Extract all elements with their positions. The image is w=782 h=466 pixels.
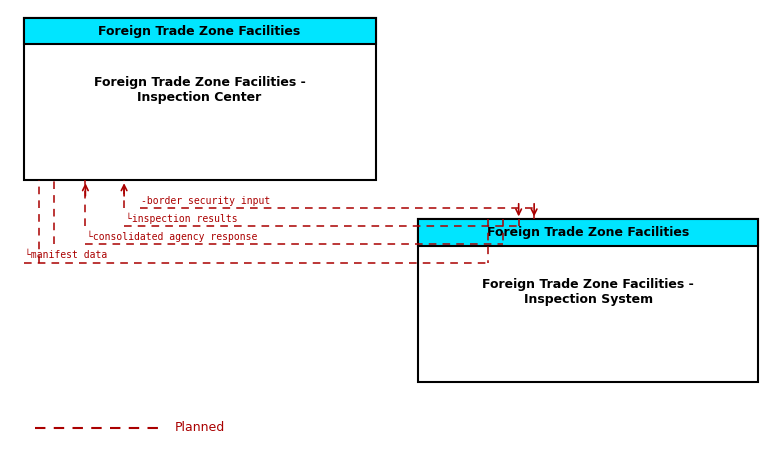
Bar	[418, 219, 759, 382]
Text: Foreign Trade Zone Facilities -
Inspection Center: Foreign Trade Zone Facilities - Inspecti…	[94, 76, 306, 104]
Bar	[418, 219, 759, 246]
Text: Foreign Trade Zone Facilities: Foreign Trade Zone Facilities	[99, 25, 300, 38]
Text: └manifest data: └manifest data	[25, 250, 107, 260]
Bar	[23, 18, 375, 44]
Text: -border security input: -border security input	[141, 196, 271, 206]
Text: └inspection results: └inspection results	[126, 212, 237, 224]
Text: Foreign Trade Zone Facilities -
Inspection System: Foreign Trade Zone Facilities - Inspecti…	[482, 278, 694, 306]
Text: └consolidated agency response: └consolidated agency response	[87, 231, 257, 242]
Text: Foreign Trade Zone Facilities: Foreign Trade Zone Facilities	[487, 226, 690, 239]
Bar	[23, 18, 375, 180]
Text: Planned: Planned	[174, 421, 224, 434]
